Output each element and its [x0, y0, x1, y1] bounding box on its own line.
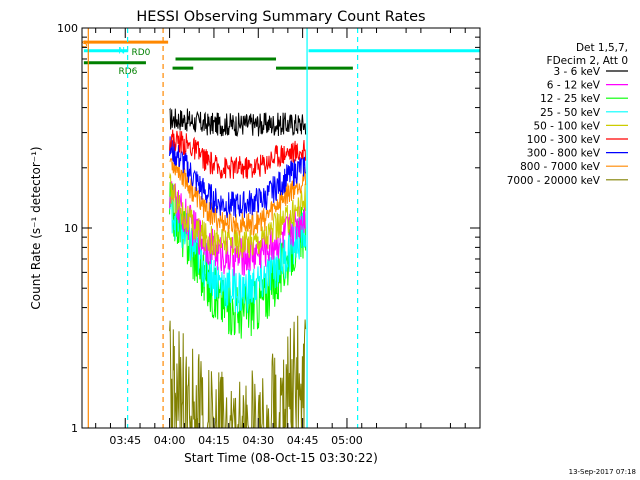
- series-line: [169, 157, 307, 236]
- series-line: [169, 315, 307, 429]
- legend-label: 800 - 7000 keV: [520, 161, 601, 173]
- legend-label: 50 - 100 keV: [533, 120, 600, 132]
- series-line: [169, 136, 307, 219]
- legend-label: 300 - 800 keV: [527, 148, 601, 160]
- series-line: [169, 172, 307, 258]
- y-tick-label: 100: [57, 22, 78, 35]
- legend-label: 12 - 25 keV: [540, 93, 601, 105]
- series-line: [169, 107, 307, 137]
- y-tick-label: 10: [64, 222, 78, 235]
- y-tick-label: 1: [71, 422, 78, 435]
- series-line: [169, 129, 307, 180]
- x-tick-label: 04:45: [287, 434, 319, 447]
- legend-header: FDecim 2, Att 0: [547, 55, 628, 67]
- series-line: [169, 188, 307, 314]
- legend-label: 100 - 300 keV: [527, 134, 601, 146]
- x-tick-label: 04:00: [154, 434, 186, 447]
- legend-label: 6 - 12 keV: [547, 80, 601, 92]
- x-axis-label: Start Time (08-Oct-15 03:30:22): [184, 451, 378, 465]
- x-tick-label: 03:45: [109, 434, 141, 447]
- y-axis-label: Count Rate (s⁻¹ detector⁻¹): [29, 146, 43, 309]
- legend-label: 7000 - 20000 keV: [507, 175, 601, 187]
- chart-title: HESSI Observing Summary Count Rates: [136, 9, 425, 25]
- flag-label: S: [82, 40, 88, 50]
- legend-label: 3 - 6 keV: [553, 66, 600, 78]
- flag-label: RD6: [118, 67, 137, 77]
- legend-header: Det 1,5,7,: [576, 42, 628, 54]
- footer-timestamp: 13-Sep-2017 07:18: [569, 468, 636, 476]
- x-tick-label: 05:00: [331, 434, 363, 447]
- x-tick-label: 04:30: [242, 434, 274, 447]
- legend-label: 25 - 50 keV: [540, 107, 601, 119]
- flag-label: RD0: [132, 48, 151, 58]
- flag-label: N: [118, 47, 125, 57]
- x-tick-label: 04:15: [198, 434, 230, 447]
